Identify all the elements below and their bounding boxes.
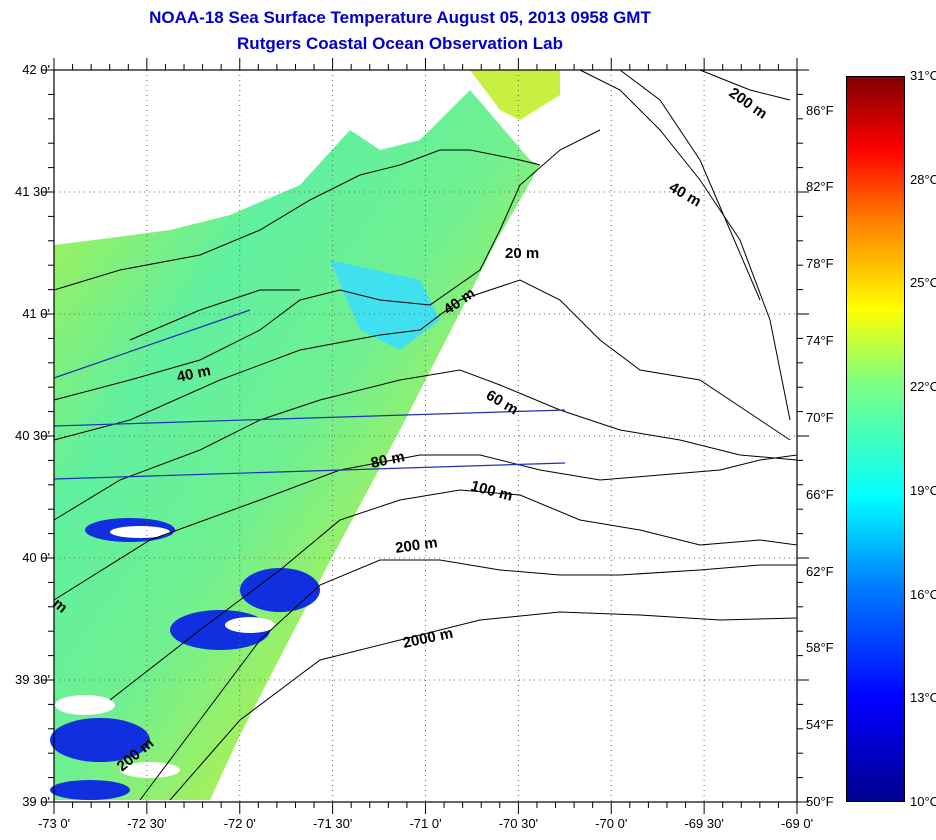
celsius-label: 19°C [910,482,936,498]
longitude-label: -73 0' [37,816,71,831]
fahrenheit-label: 54°F [806,717,834,733]
celsius-label: 13°C [910,690,936,706]
coastline-and-contours [53,69,798,801]
fahrenheit-label: 58°F [806,640,834,656]
latitude-label: 41 0' [22,306,50,321]
colorbar [846,76,905,802]
celsius-label: 10°C [910,794,936,809]
contour-label: 20 m [505,245,539,262]
contour-label: 200 m [726,84,771,122]
fahrenheit-label: 50°F [806,794,834,809]
longitude-label: -69 0' [780,816,814,831]
longitude-label: -72 0' [223,816,256,831]
contour-label: 200 m [394,534,438,557]
longitude-label: -70 30' [498,816,539,831]
latitude-label: 40 30' [14,428,50,443]
contour-label: 2000 m [401,625,454,652]
latitude-label: 39 30' [14,672,50,687]
map-title: NOAA-18 Sea Surface Temperature August 0… [149,8,651,27]
fahrenheit-label: 86°F [806,102,834,118]
fahrenheit-label: 62°F [806,563,834,579]
celsius-label: 25°C [910,275,936,291]
contour-label: 100 m [469,477,514,504]
celsius-label: 16°C [910,586,936,602]
celsius-label: 28°C [910,171,936,187]
map-subtitle: Rutgers Coastal Ocean Observation Lab [237,34,563,53]
longitude-label: -69 30' [684,816,724,831]
latitude-label: 39 0' [22,794,50,809]
latitude-label: 41 30' [14,184,50,199]
fahrenheit-label: 78°F [806,256,834,272]
longitude-label: -71 30' [312,816,353,831]
fahrenheit-label: 66°F [806,486,834,502]
contour-label: 40 m [175,362,212,386]
axis-ticks [42,58,809,814]
transect-lines [53,309,566,480]
longitude-label: -72 30' [127,816,167,831]
graticule [54,70,797,802]
longitude-label: -70 0' [595,816,628,831]
celsius-label: 31°C [910,68,936,83]
fahrenheit-label: 74°F [806,333,834,349]
sst-swath [50,70,560,800]
latitude-label: 40 0' [22,550,50,565]
fahrenheit-label: 82°F [806,179,834,195]
fahrenheit-label: 70°F [806,409,834,425]
longitude-label: -71 0' [409,816,442,831]
contour-label: 80 m [369,448,406,472]
latitude-label: 42 0' [22,62,50,77]
celsius-label: 22°C [910,379,936,395]
contour-label: 40 m [666,179,704,211]
